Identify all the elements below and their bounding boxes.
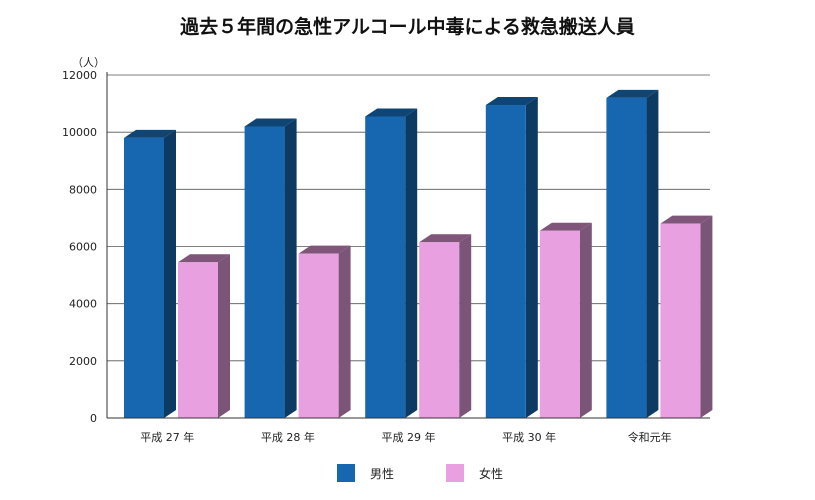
bar-top-face [419,234,472,243]
bar-top-face [606,89,659,98]
bar-male-2 [244,118,297,418]
bar-female-5 [660,215,713,418]
legend-item-female: 女性 [446,464,503,482]
bar-top-face [298,245,351,254]
x-category-label: 平成 27 年 [140,430,194,444]
legend-item-male: 男性 [337,464,394,482]
y-tick-label: 0 [90,412,97,425]
bar-side-face [646,89,659,418]
y-axis-unit-label: （人） [72,56,105,69]
bar-male-5 [606,89,659,418]
bar-side-face [525,97,538,418]
bar-front-face [244,126,285,418]
bar-top-face [539,222,592,231]
axes [106,72,710,419]
bar-side-face [218,254,230,418]
y-tick-label: 10000 [62,126,97,139]
x-category-label: 平成 30 年 [502,430,556,444]
chart-title: 過去５年間の急性アルコール中毒による救急搬送人員 [180,16,635,38]
y-axis-ticks: 0 2000 4000 6000 8000 10000 12000 [62,69,97,425]
bar-front-face [419,242,460,418]
bar-front-face [365,116,406,418]
bar-side-face [579,222,592,418]
bar-front-face [485,105,526,418]
legend-label: 男性 [370,467,394,481]
y-tick-label: 2000 [69,355,97,368]
bar-front-face [178,262,218,418]
y-tick-label: 8000 [69,183,97,196]
bar-male-1 [124,129,176,418]
x-axis-categories: 平成 27 年 平成 28 年 平成 29 年 平成 30 年 令和元年 [140,430,671,444]
bar-top-face [365,108,418,117]
bar-top-face [124,129,176,138]
bar-side-face [284,118,297,418]
legend-label: 女性 [479,466,503,481]
bar-male-4 [485,97,538,418]
bar-male-3 [365,108,418,418]
y-tick-label: 4000 [69,298,97,311]
x-category-label: 平成 28 年 [261,430,315,444]
bar-front-face [606,97,647,418]
bar-female-4 [539,222,592,418]
bar-series [124,89,713,418]
bar-top-face [485,97,538,106]
bar-side-face [338,245,351,418]
bar-side-face [164,129,176,418]
bar-side-face [459,234,472,418]
y-tick-label: 12000 [62,69,97,82]
y-tick-label: 6000 [69,241,97,254]
bar-top-face [178,254,230,263]
bar-top-face [660,215,713,224]
bar-female-3 [419,234,472,418]
bar-front-face [298,253,339,418]
bar-side-face [405,108,418,418]
x-category-label: 平成 29 年 [382,430,436,444]
bar-top-face [244,118,297,127]
bar-female-1 [178,254,230,418]
bar-female-2 [298,245,351,418]
legend: 男性 女性 [337,464,503,482]
bar-front-face [124,137,164,418]
legend-swatch [337,464,355,482]
x-category-label: 令和元年 [628,430,672,444]
bar-front-face [660,223,701,418]
bar-side-face [700,215,713,418]
legend-swatch [446,464,464,482]
bar-front-face [539,230,580,418]
